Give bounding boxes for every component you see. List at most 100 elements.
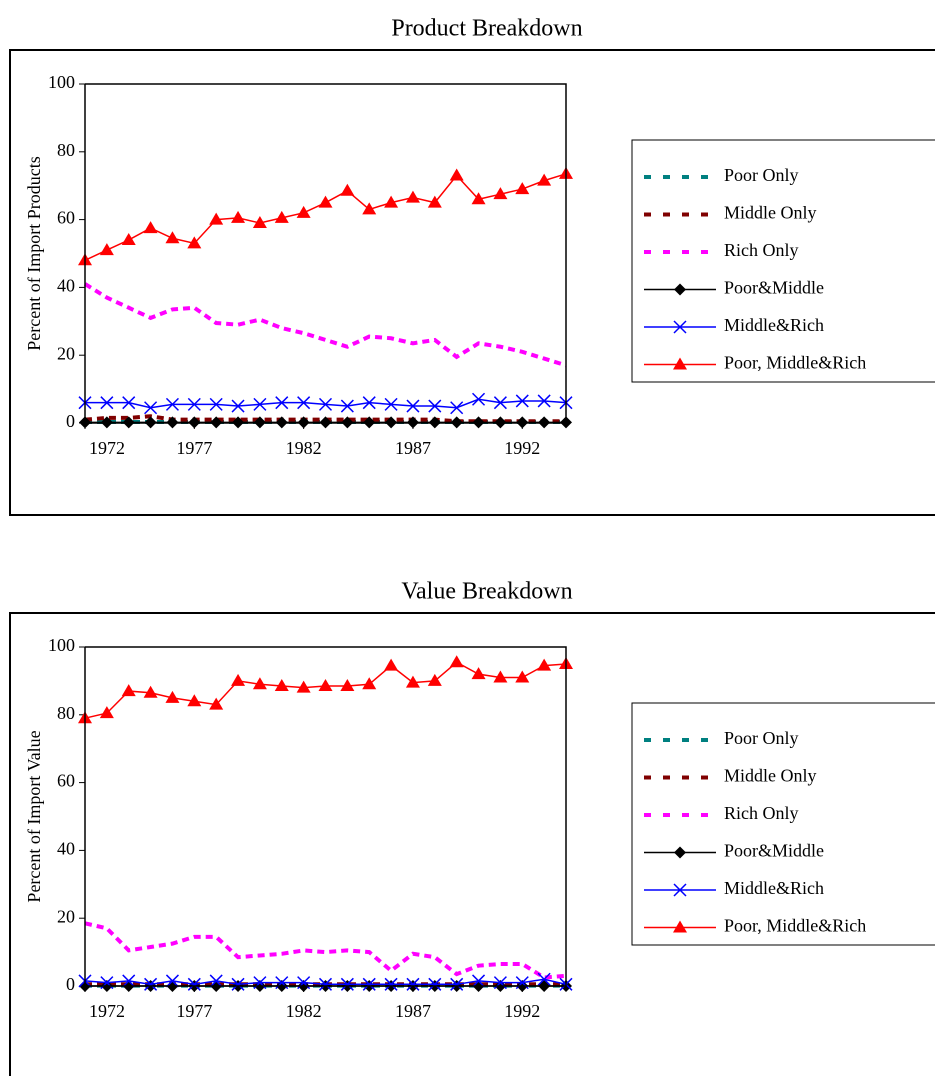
marker [143, 221, 158, 234]
axes [84, 646, 567, 987]
y-tick-label: 20 [57, 343, 75, 363]
marker [187, 236, 202, 249]
legend-label: Poor Only [724, 165, 799, 185]
axes [84, 83, 567, 424]
marker [318, 195, 333, 208]
marker [537, 394, 551, 408]
marker [537, 173, 552, 186]
legend-marker [673, 320, 687, 334]
chart-title: Product Breakdown [391, 16, 582, 42]
legend-label: Rich Only [724, 240, 799, 260]
y-tick-label: 80 [57, 703, 75, 723]
marker [406, 977, 420, 991]
marker [340, 183, 355, 196]
marker [428, 399, 442, 413]
marker [427, 673, 442, 686]
legend-label: Poor&Middle [724, 841, 824, 861]
marker [384, 977, 398, 991]
legend-marker [674, 283, 686, 296]
marker [122, 396, 136, 410]
marker [165, 690, 180, 703]
marker [515, 394, 529, 408]
marker [428, 977, 442, 991]
marker [209, 697, 224, 710]
marker [493, 396, 507, 410]
marker [252, 677, 267, 690]
marker [340, 399, 354, 413]
y-tick-label: 40 [57, 839, 75, 859]
marker [362, 396, 376, 410]
marker [187, 694, 202, 707]
legend-label: Poor, Middle&Rich [724, 916, 866, 936]
marker [427, 195, 442, 208]
y-axis-label: Percent of Import Products [24, 156, 44, 350]
marker [274, 678, 289, 691]
marker [121, 684, 136, 697]
chart-frame [9, 612, 935, 1076]
legend-label: Poor&Middle [724, 278, 824, 298]
marker [165, 397, 179, 411]
legend-label: Middle Only [724, 203, 817, 223]
marker [472, 392, 486, 406]
chart-frame [9, 49, 935, 516]
y-tick-label: 80 [57, 140, 75, 160]
marker [471, 192, 486, 205]
marker [165, 974, 179, 988]
marker [340, 977, 354, 991]
marker [231, 399, 245, 413]
legend-label: Poor Only [724, 728, 799, 748]
marker [121, 232, 136, 245]
marker [231, 210, 246, 223]
marker [449, 655, 464, 668]
y-tick-label: 0 [66, 411, 75, 431]
marker [405, 675, 420, 688]
legend-marker [674, 846, 686, 859]
y-tick-label: 0 [66, 974, 75, 994]
marker [450, 977, 464, 991]
marker [362, 677, 377, 690]
marker [231, 977, 245, 991]
marker [493, 670, 508, 683]
legend-label: Middle&Rich [724, 315, 824, 335]
marker [99, 706, 114, 719]
legend-marker [673, 883, 687, 897]
marker [209, 397, 223, 411]
legend-label: Middle&Rich [724, 878, 824, 898]
marker [275, 396, 289, 410]
marker [143, 685, 158, 698]
marker [362, 977, 376, 991]
marker [471, 667, 486, 680]
marker [296, 680, 311, 693]
y-axis-label: Percent of Import Value [24, 730, 44, 902]
x-tick-label: 1982 [286, 438, 322, 458]
marker [187, 977, 201, 991]
marker [384, 195, 399, 208]
y-tick-label: 60 [57, 208, 75, 228]
chart-title: Value Breakdown [401, 579, 572, 605]
marker [209, 212, 224, 225]
marker [100, 396, 114, 410]
series-line [84, 921, 567, 980]
marker [537, 972, 551, 986]
marker [165, 231, 180, 244]
legend-label: Middle Only [724, 766, 817, 786]
marker [318, 397, 333, 411]
marker [472, 974, 486, 988]
marker [449, 168, 464, 181]
x-tick-label: 1987 [395, 438, 431, 458]
marker [362, 202, 377, 215]
x-tick-label: 1992 [504, 1001, 540, 1021]
marker [318, 678, 333, 691]
marker [296, 205, 311, 218]
y-tick-label: 20 [57, 906, 75, 926]
marker [406, 399, 420, 413]
series-line [83, 282, 567, 368]
marker [493, 187, 508, 200]
x-tick-label: 1992 [504, 438, 540, 458]
y-tick-label: 60 [57, 771, 75, 791]
marker [274, 210, 289, 223]
marker [515, 182, 530, 195]
x-tick-label: 1977 [176, 438, 212, 458]
marker [515, 670, 530, 683]
legend-box [631, 702, 935, 946]
